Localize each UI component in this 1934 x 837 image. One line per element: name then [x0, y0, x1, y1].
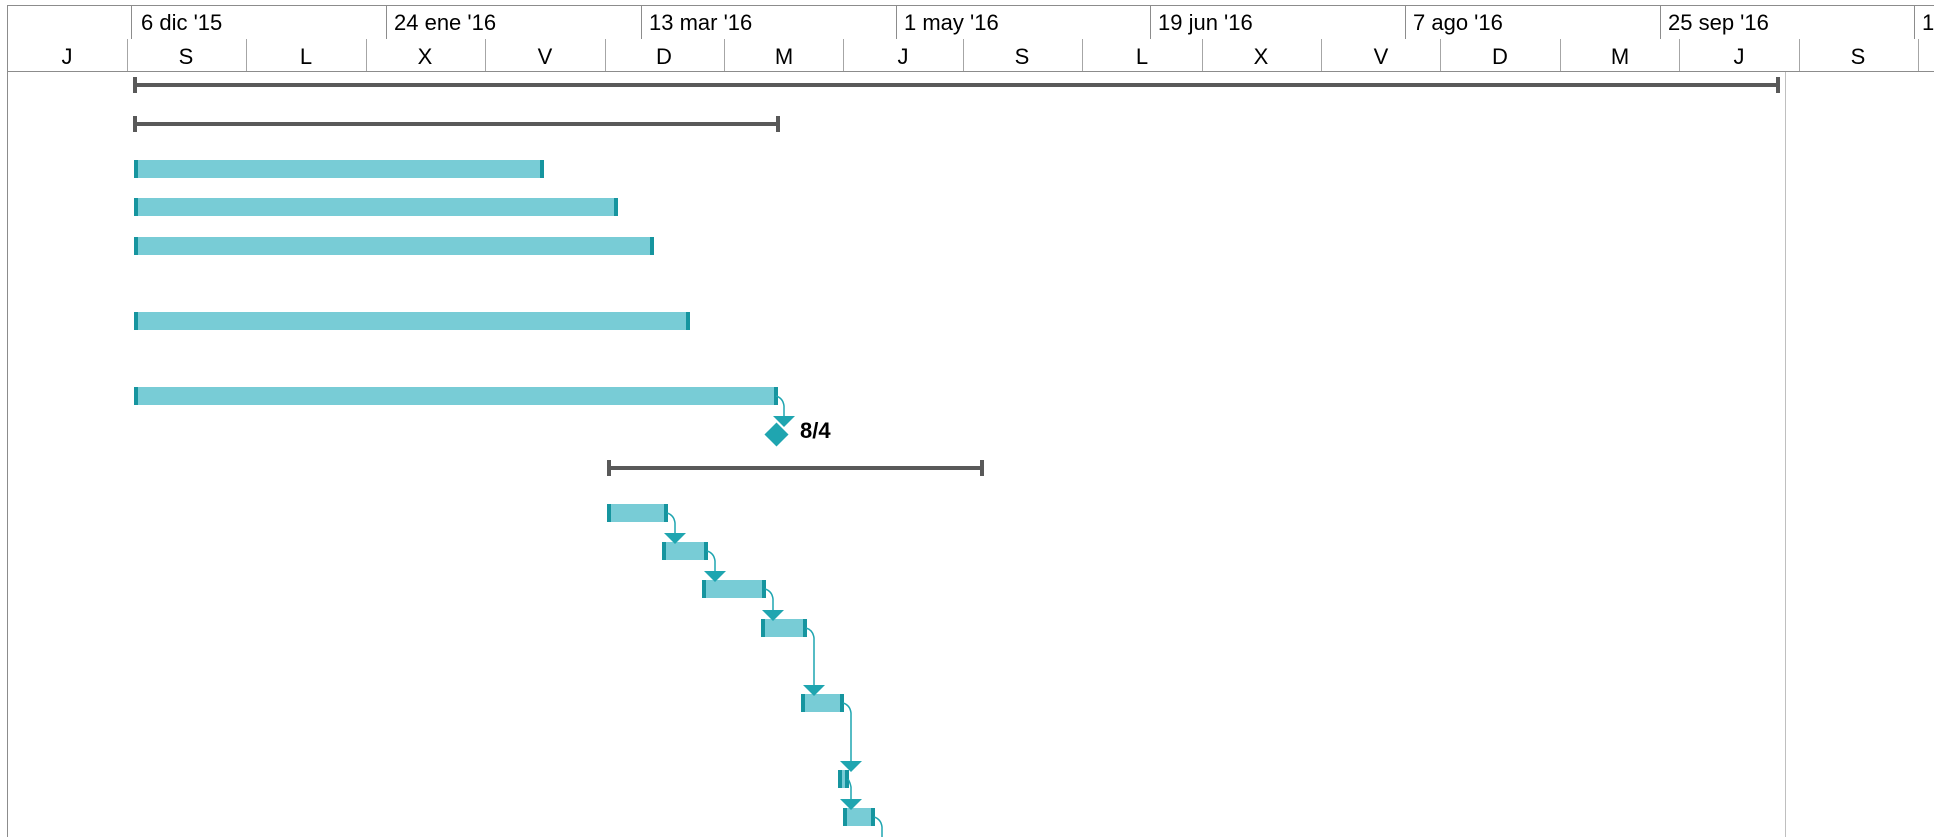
- timescale-minor-label: M: [774, 44, 794, 69]
- timescale-major-tick: [131, 5, 132, 39]
- timescale-minor-tick: [485, 39, 487, 71]
- timescale-minor-tick: [127, 39, 128, 71]
- task-bar[interactable]: [134, 160, 544, 178]
- timescale-major-label: 6 dic '15: [141, 10, 223, 35]
- timescale-minor-label: S: [178, 44, 194, 69]
- timescale-minor-label: V: [537, 44, 553, 69]
- summary-bar-end-cap: [1776, 77, 1780, 93]
- gridline: [1785, 72, 1786, 837]
- timescale-separator: [7, 71, 1934, 72]
- task-bar-start: [761, 619, 765, 637]
- task-bar[interactable]: [662, 542, 708, 560]
- task-bar-end: [614, 198, 618, 216]
- task-bar-start: [801, 694, 805, 712]
- timescale-major-label: 19 jun '16: [1158, 10, 1253, 35]
- timescale-major-tick: [1914, 5, 1915, 39]
- task-bar-start: [134, 387, 138, 405]
- task-bar-start: [134, 198, 138, 216]
- summary-bar[interactable]: [133, 77, 1780, 93]
- summary-bar-start-cap: [133, 116, 137, 132]
- timescale-major-label: 24 ene '16: [394, 10, 497, 35]
- task-bar-start: [702, 580, 706, 598]
- timescale-minor-label: D: [1492, 44, 1508, 69]
- task-bar[interactable]: [607, 504, 668, 522]
- milestone-date-label: 8/4: [800, 418, 831, 443]
- timescale-major-label: 1 may '16: [904, 10, 999, 35]
- timescale-minor-label: M: [1610, 44, 1630, 69]
- chart-frame: [7, 5, 1934, 837]
- task-bar[interactable]: [134, 387, 778, 405]
- task-bar[interactable]: [801, 694, 844, 712]
- task-bar[interactable]: [134, 198, 618, 216]
- task-bar-start: [134, 312, 138, 330]
- task-bar-start: [662, 542, 666, 560]
- task-bar-start: [134, 160, 138, 178]
- task-bar[interactable]: [134, 312, 690, 330]
- task-bar-start: [843, 808, 847, 826]
- timescale-minor-tick: [843, 39, 845, 71]
- timescale-major-tick: [1660, 5, 1661, 39]
- timescale-minor-tick: [962, 39, 964, 71]
- timescale-minor-label: V: [1373, 44, 1389, 69]
- timescale-minor-label: X: [417, 44, 433, 69]
- summary-bar-start-cap: [607, 460, 611, 476]
- timescale-minor-label: X: [1253, 44, 1269, 69]
- timescale-minor-label: J: [1733, 44, 1745, 69]
- timescale-minor-tick: [1321, 39, 1322, 71]
- task-bar-end: [840, 694, 844, 712]
- task-bar-end: [664, 504, 668, 522]
- timescale-major-label: 7 ago '16: [1413, 10, 1503, 35]
- timescale-major-label: 25 sep '16: [1668, 10, 1769, 35]
- task-bar-end: [650, 237, 654, 255]
- task-bar[interactable]: [838, 770, 849, 788]
- task-bar[interactable]: [761, 619, 807, 637]
- task-bar[interactable]: [702, 580, 766, 598]
- timescale-major-tick: [641, 5, 642, 39]
- timescale-minor-label: S: [1014, 44, 1030, 69]
- summary-bar-end-cap: [776, 116, 780, 132]
- timescale-minor-label: L: [1135, 44, 1149, 69]
- summary-bar[interactable]: [133, 116, 780, 132]
- timescale-minor-label: L: [299, 44, 313, 69]
- task-bar-end: [803, 619, 807, 637]
- timescale-minor-tick: [1559, 39, 1561, 71]
- timescale-minor-label: J: [897, 44, 909, 69]
- timescale-minor-tick: [724, 39, 725, 71]
- timescale-minor-label: S: [1850, 44, 1866, 69]
- task-bar-start: [838, 770, 842, 788]
- timescale-major-tick: [1405, 5, 1406, 39]
- task-bar-end: [704, 542, 708, 560]
- timescale-minor-tick: [1201, 39, 1203, 71]
- summary-bar-start-cap: [133, 77, 137, 93]
- timescale-minor-tick: [365, 39, 367, 71]
- task-bar-start: [607, 504, 611, 522]
- task-bar-end: [762, 580, 766, 598]
- timescale-minor-tick: [1082, 39, 1084, 71]
- timescale-minor-tick: [1798, 39, 1800, 71]
- timescale-minor-label: D: [656, 44, 672, 69]
- summary-bar-end-cap: [980, 460, 984, 476]
- task-bar-end: [871, 808, 875, 826]
- timescale-major-tick: [386, 5, 387, 39]
- timescale-minor-tick: [1918, 39, 1919, 71]
- summary-bar[interactable]: [607, 460, 984, 476]
- task-bar-end: [686, 312, 690, 330]
- timescale-minor-tick: [246, 39, 248, 71]
- timescale-major-tick: [896, 5, 897, 39]
- task-bar-start: [134, 237, 138, 255]
- task-bar-end: [845, 770, 849, 788]
- timescale-major-tick: [1150, 5, 1151, 39]
- task-bar-end: [540, 160, 544, 178]
- timescale-major-label: 13 mar '16: [649, 10, 753, 35]
- timescale-minor-label: J: [61, 44, 73, 69]
- task-bar[interactable]: [843, 808, 875, 826]
- task-bar[interactable]: [134, 237, 654, 255]
- timescale-major-label: 1: [1922, 10, 1934, 35]
- timescale-minor-tick: [1679, 39, 1681, 71]
- task-bar-end: [774, 387, 778, 405]
- timescale-minor-tick: [1440, 39, 1442, 71]
- timescale-minor-tick: [604, 39, 606, 71]
